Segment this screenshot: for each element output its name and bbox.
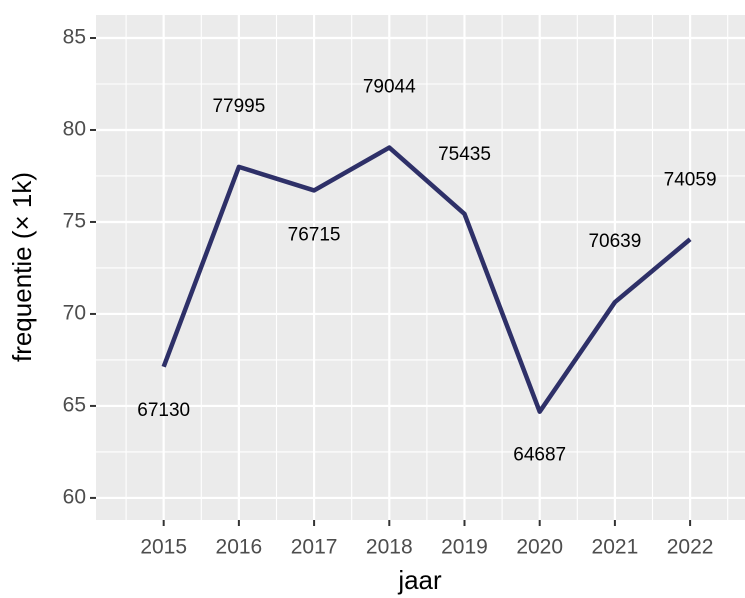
x-tick-label: 2017 [291,536,338,559]
y-tick-label: 60 [63,485,86,508]
data-label: 70639 [588,231,641,252]
y-tick-label: 65 [63,393,86,416]
line [161,145,692,414]
data-label: 77995 [212,96,265,117]
x-axis-title: jaar [397,565,442,595]
y-tick-label: 70 [63,301,86,324]
x-tick-label: 2021 [592,536,639,559]
data-label: 74059 [664,169,717,190]
x-tick-label: 2016 [216,536,263,559]
y-tick-label: 85 [63,26,86,49]
x-tick-label: 2018 [366,536,413,559]
data-label: 67130 [137,400,190,421]
data-label: 76715 [288,224,341,245]
data-label: 75435 [438,144,491,165]
x-tick-label: 2015 [140,536,187,559]
data-label: 79044 [363,77,416,98]
x-tick-label: 2020 [516,536,563,559]
y-tick-label: 75 [63,210,86,233]
y-tick-label: 80 [63,118,86,141]
x-tick-label: 2022 [667,536,714,559]
x-tick-label: 2019 [441,536,488,559]
y-axis-title: frequentie (× 1k) [7,172,37,362]
data-label: 64687 [513,445,566,466]
